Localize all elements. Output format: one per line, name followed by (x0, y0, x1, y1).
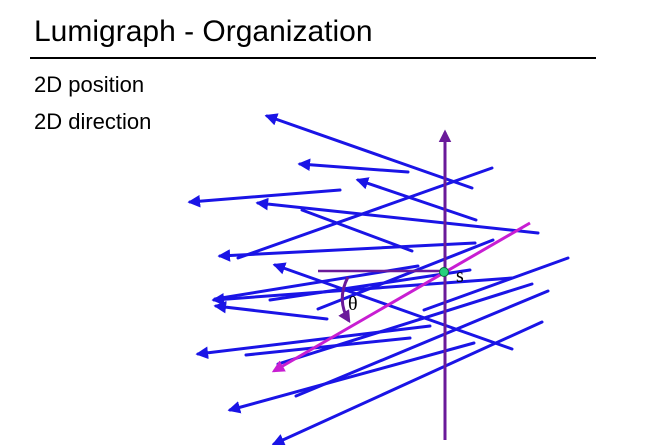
point-s (439, 267, 449, 277)
ray-19 (227, 341, 476, 414)
ray-21 (271, 320, 544, 445)
ray-13 (316, 238, 495, 311)
ray-6 (236, 166, 494, 260)
ray-2 (297, 158, 410, 174)
point-s-label: s (456, 265, 464, 287)
bullet-direction: 2D direction (34, 109, 152, 134)
highlighted-ray (271, 221, 531, 373)
ray-17 (195, 324, 432, 360)
ray-11 (211, 276, 514, 306)
ray-14 (272, 262, 514, 351)
ray-12 (422, 256, 570, 312)
title-divider (30, 57, 596, 59)
slide-title: Lumigraph - Organization (34, 15, 373, 48)
bullet-position: 2D position (34, 72, 145, 97)
ray-20 (294, 289, 550, 398)
ray-16 (276, 282, 534, 366)
ray-3 (355, 177, 478, 222)
ray-group (187, 113, 570, 445)
ray-18 (244, 336, 412, 357)
ray-10 (268, 268, 472, 302)
theta-label: θ (348, 293, 358, 315)
ray-7 (300, 208, 414, 253)
ray-8 (217, 241, 477, 262)
ray-1 (264, 113, 474, 190)
ray-15 (213, 300, 329, 321)
ray-5 (255, 197, 540, 235)
angle-arc (338, 276, 351, 324)
ray-4 (187, 188, 342, 208)
